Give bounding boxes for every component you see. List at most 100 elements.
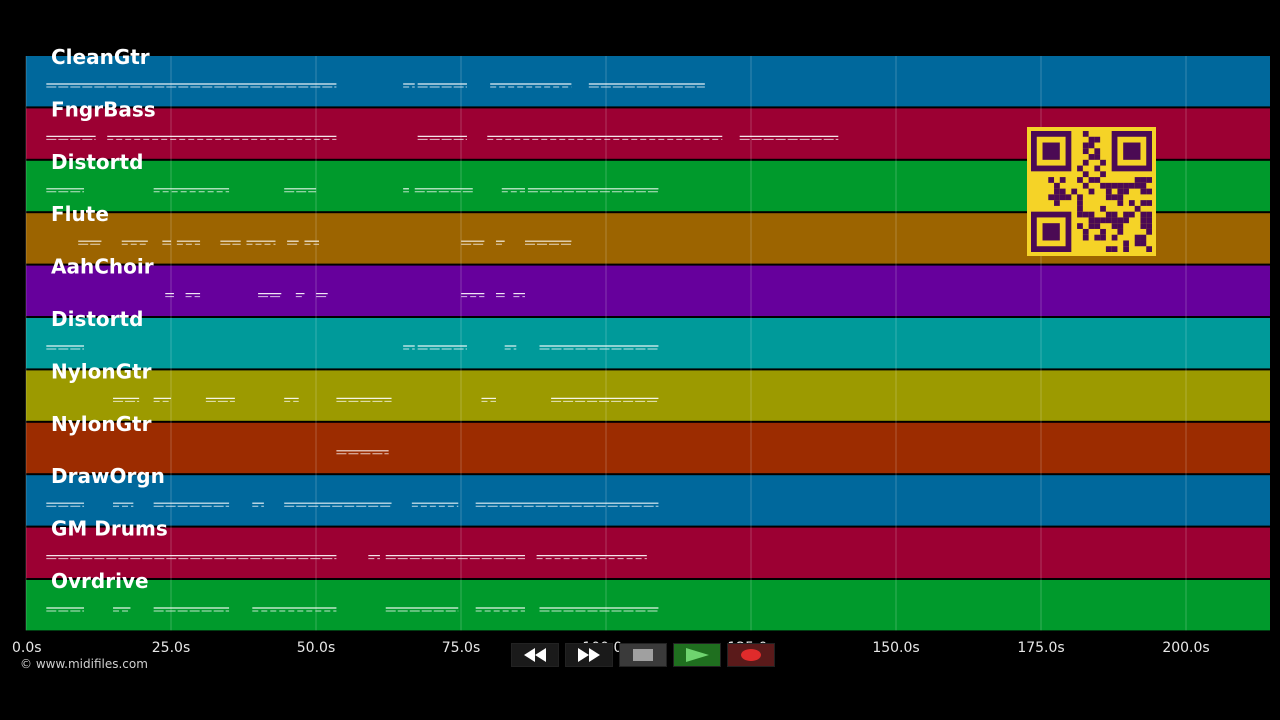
note-segment [385, 554, 525, 560]
note-segment [113, 502, 134, 507]
note-segment [46, 502, 85, 507]
note-segment [153, 502, 230, 507]
note-segment [524, 240, 572, 245]
note-segment [385, 607, 459, 612]
track-label: Ovrdrive [51, 569, 149, 593]
note-segment [475, 607, 525, 612]
note-segment [495, 293, 505, 298]
note-segment [539, 345, 659, 350]
record-button[interactable] [727, 643, 775, 667]
note-segment [739, 135, 839, 140]
note-segment [78, 240, 102, 245]
note-segment [411, 502, 459, 507]
track-lane [26, 422, 1270, 474]
play-button[interactable] [673, 643, 721, 667]
note-segment [220, 240, 241, 245]
note-segment [368, 554, 380, 560]
note-segment [295, 293, 305, 298]
note-segment [46, 135, 96, 140]
note-segment [495, 240, 505, 245]
note-segment [588, 83, 705, 88]
note-segment [490, 83, 572, 88]
track-label: DrawOrgn [51, 464, 165, 488]
track-lane [26, 265, 1270, 316]
note-segment [205, 397, 235, 402]
note-segment [121, 240, 148, 245]
track-lane [26, 370, 1270, 421]
note-segment [536, 554, 647, 560]
note-segment [336, 397, 392, 402]
note-segment [153, 607, 230, 612]
note-segment [414, 188, 473, 193]
track-label: Flute [51, 202, 109, 226]
track-label: CleanGtr [51, 45, 150, 69]
note-segment [403, 83, 415, 88]
track-label: Distortd [51, 150, 143, 174]
track-lane [26, 475, 1270, 526]
time-tick-label: 150.0s [872, 640, 919, 656]
play-icon [686, 648, 709, 662]
time-tick-label: 50.0s [297, 640, 335, 656]
note-segment [246, 240, 276, 245]
note-segment [284, 397, 299, 402]
stop-button[interactable] [619, 643, 667, 667]
note-segment [504, 345, 517, 350]
fast-forward-button[interactable] [565, 643, 613, 667]
note-segment [252, 502, 264, 507]
note-segment [336, 450, 389, 455]
note-segment [417, 345, 467, 350]
note-segment [527, 188, 659, 193]
note-segment [461, 293, 485, 298]
note-segment [252, 607, 337, 612]
note-segment [487, 135, 723, 140]
note-segment [165, 293, 174, 298]
track-lane [26, 56, 1270, 107]
note-segment [46, 607, 85, 612]
rewind-icon [524, 648, 546, 662]
track-label: Distortd [51, 307, 143, 331]
record-icon [741, 649, 761, 661]
note-segment [153, 397, 172, 402]
note-segment [185, 293, 201, 298]
note-segment [461, 240, 485, 245]
note-segment [46, 188, 85, 193]
note-segment [417, 83, 467, 88]
track-label: NylonGtr [51, 412, 152, 436]
copyright-text: © www.midifiles.com [20, 657, 148, 671]
stop-icon [633, 649, 653, 661]
track-lane [26, 580, 1270, 631]
note-segment [46, 345, 85, 350]
note-segment [113, 607, 131, 612]
note-segment [551, 397, 659, 402]
track-label: NylonGtr [51, 359, 152, 383]
note-segment [284, 188, 317, 193]
rewind-button[interactable] [511, 643, 559, 667]
fast-forward-icon [578, 648, 600, 662]
note-segment [113, 397, 140, 402]
note-segment [316, 293, 328, 298]
time-tick-label: 0.0s [12, 640, 42, 656]
note-segment [258, 293, 282, 298]
time-tick-label: 75.0s [442, 640, 480, 656]
note-segment [284, 502, 392, 507]
note-segment [403, 345, 415, 350]
note-segment [539, 607, 659, 612]
note-segment [481, 397, 496, 402]
note-segment [107, 135, 337, 140]
track-lane [26, 318, 1270, 369]
track-label: AahChoir [51, 255, 154, 279]
transport-controls [511, 643, 775, 669]
note-segment [304, 240, 320, 245]
note-segment [46, 83, 337, 88]
time-tick-label: 25.0s [152, 640, 190, 656]
note-segment [153, 188, 230, 193]
note-segment [46, 554, 337, 560]
note-segment [475, 502, 659, 507]
time-tick-label: 175.0s [1017, 640, 1064, 656]
note-segment [176, 240, 201, 245]
track-label: GM Drums [51, 517, 168, 541]
note-segment [501, 188, 525, 193]
track-lane [26, 527, 1270, 578]
track-label: FngrBass [51, 97, 156, 121]
